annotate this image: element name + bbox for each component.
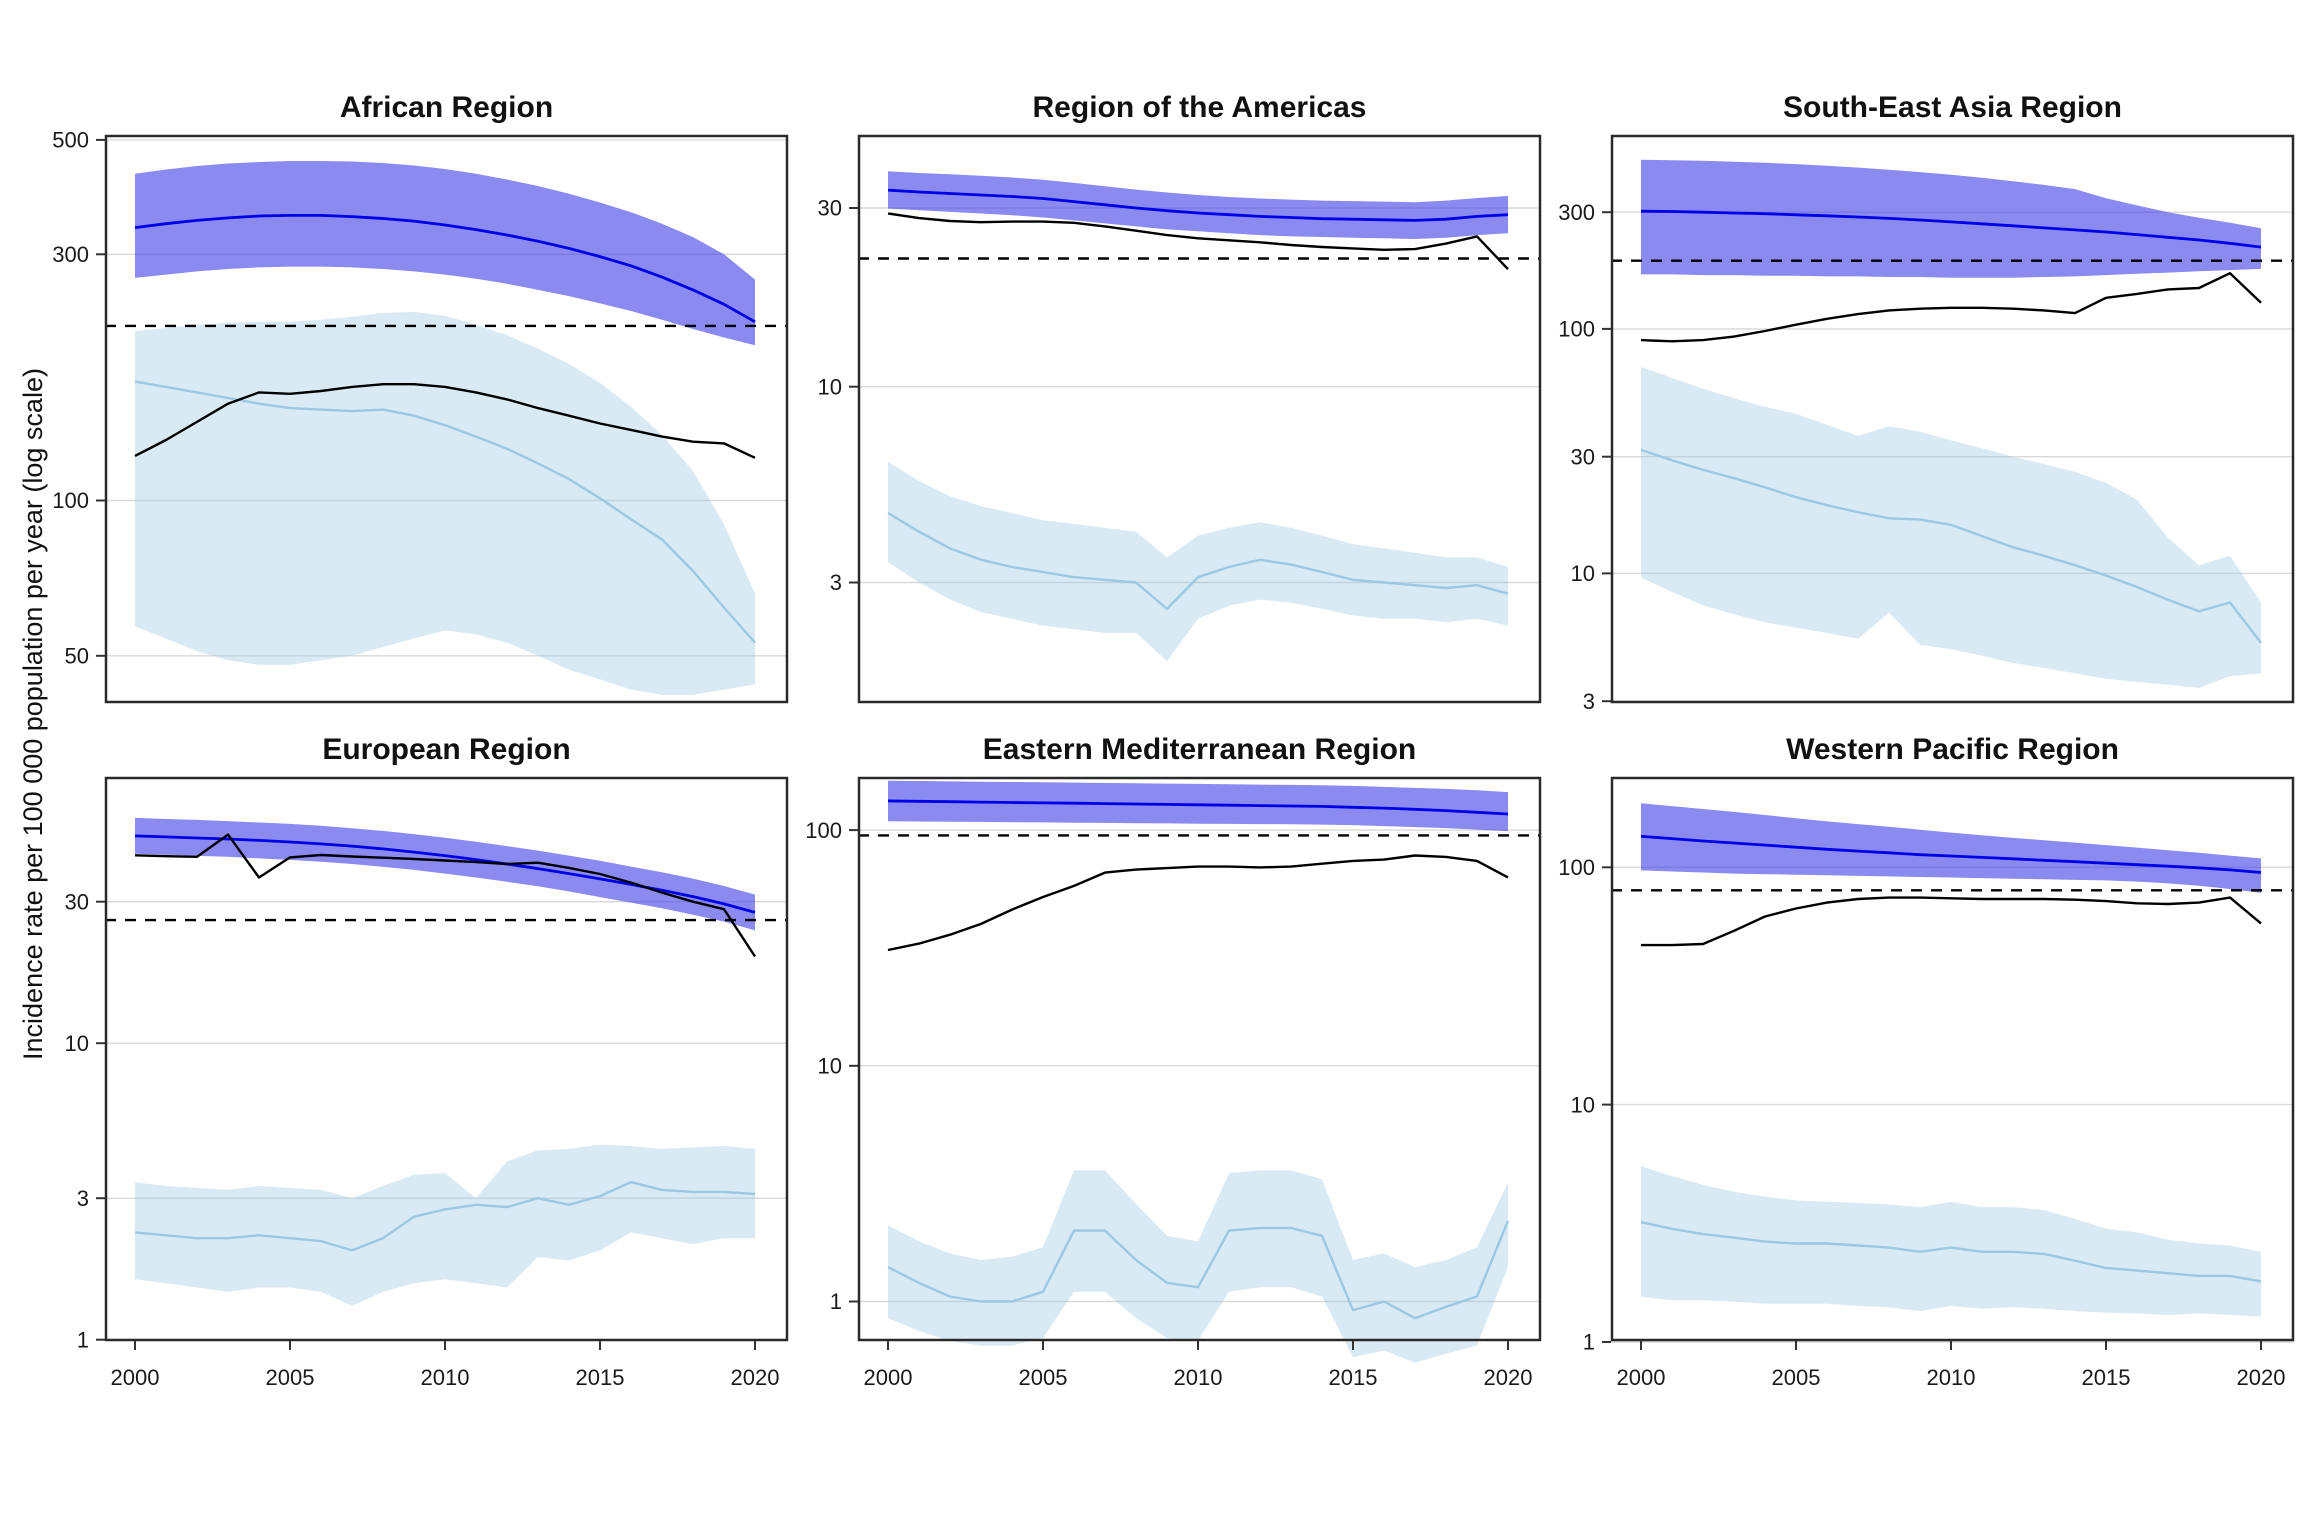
plot-african-region: 500 300 100 50 — [52, 128, 789, 704]
y-tick-label: 3 — [830, 570, 842, 595]
light-blue-confidence-band — [135, 1144, 755, 1306]
blue-confidence-band — [135, 817, 755, 931]
panel-title-african-region: African Region — [339, 91, 554, 124]
panel-title-western-pacific-region: Western Pacific Region — [1786, 733, 2119, 766]
light-blue-confidence-band — [888, 1170, 1508, 1363]
y-tick-label: 10 — [1571, 1092, 1595, 1117]
panel-border — [857, 134, 1542, 704]
x-tick-label: 2015 — [576, 1365, 625, 1390]
y-tick-label: 100 — [805, 818, 842, 843]
blue-line — [134, 214, 756, 324]
blue-confidence-band — [1641, 803, 2261, 893]
x-tick-label: 2020 — [1484, 1365, 1533, 1390]
x-tick-label: 2000 — [111, 1365, 160, 1390]
black-line — [134, 833, 757, 958]
blue-confidence-band — [135, 161, 755, 346]
y-tick-label: 1 — [830, 1289, 842, 1314]
y-tick-label: 10 — [818, 1054, 842, 1079]
y-tick-label: 1 — [77, 1327, 89, 1352]
x-tick-label: 2015 — [2082, 1365, 2131, 1390]
light-blue-confidence-band — [1641, 1166, 2261, 1317]
y-tick-label: 100 — [52, 488, 89, 513]
x-tick-label: 2000 — [1617, 1365, 1666, 1390]
panel-title-european-region: European Region — [322, 733, 571, 766]
light-blue-line — [1640, 1220, 2262, 1283]
y-tick-label: 10 — [1571, 561, 1595, 586]
y-tick-label: 1 — [1583, 1330, 1595, 1355]
panel-title-south-east-asia-region: South-East Asia Region — [1783, 91, 2122, 124]
black-line — [1641, 896, 2262, 947]
plot-south-east-asia-region: 300 100 30 10 3 — [1558, 134, 2295, 714]
y-tick-label: 300 — [52, 242, 89, 267]
plot-eastern-mediterranean-region: 100 10 1 2000 2005 2010 2015 2020 — [805, 776, 1542, 1390]
x-tick-label: 2020 — [731, 1365, 780, 1390]
light-blue-line — [887, 1220, 1510, 1320]
panel-title-region-of-the-americas: Region of the Americas — [1032, 91, 1367, 124]
blue-line — [887, 799, 1509, 816]
light-blue-line — [1640, 448, 2262, 644]
y-tick-label: 500 — [52, 128, 89, 153]
x-tick-label: 2015 — [1329, 1365, 1378, 1390]
y-tick-label: 30 — [818, 196, 842, 221]
blue-line — [1640, 209, 2262, 249]
plot-western-pacific-region: 100 10 1 2000 2005 2010 2015 2020 — [1558, 776, 2295, 1390]
y-tick-label: 300 — [1558, 200, 1595, 225]
light-blue-confidence-band — [135, 311, 755, 695]
light-blue-line — [134, 1180, 756, 1252]
panel-border — [1610, 134, 2295, 704]
x-tick-label: 2005 — [266, 1365, 315, 1390]
x-tick-label: 2005 — [1019, 1365, 1068, 1390]
panel-border — [104, 134, 789, 704]
x-tick-label: 2010 — [1927, 1365, 1976, 1390]
x-tick-label: 2010 — [1174, 1365, 1223, 1390]
y-tick-label: 100 — [1558, 855, 1595, 880]
y-tick-label: 50 — [65, 644, 89, 669]
black-line — [887, 854, 1509, 952]
y-tick-label: 3 — [1583, 689, 1595, 714]
x-tick-label: 2010 — [421, 1365, 470, 1390]
panel-border — [1610, 776, 2295, 1342]
blue-confidence-band — [1641, 159, 2261, 278]
panel-border — [104, 776, 789, 1342]
y-tick-label: 30 — [65, 889, 89, 914]
y-tick-label: 3 — [77, 1186, 89, 1211]
blue-line — [887, 188, 1509, 222]
plot-region-of-the-americas: 30 10 3 — [818, 134, 1542, 704]
y-tick-label: 30 — [1571, 444, 1595, 469]
panel-border — [857, 776, 1542, 1342]
blue-confidence-band — [888, 171, 1508, 239]
x-tick-label: 2000 — [864, 1365, 913, 1390]
light-blue-line — [887, 511, 1509, 611]
y-tick-label: 10 — [65, 1031, 89, 1056]
black-line — [887, 212, 1509, 271]
plot-european-region: 30 10 3 1 2000 2005 2010 2015 2020 — [65, 776, 789, 1390]
blue-line — [1640, 834, 2262, 874]
x-tick-label: 2005 — [1772, 1365, 1821, 1390]
y-tick-label: 10 — [818, 374, 842, 399]
black-line — [134, 382, 756, 459]
black-line — [1640, 271, 2262, 343]
x-tick-label: 2020 — [2237, 1365, 2286, 1390]
light-blue-confidence-band — [1641, 366, 2261, 688]
y-tick-label: 100 — [1558, 317, 1595, 342]
panel-title-eastern-mediterranean-region: Eastern Mediterranean Region — [982, 733, 1417, 766]
light-blue-confidence-band — [888, 461, 1508, 662]
y-axis-label: Incidence rate per 100 000 population pe… — [18, 368, 48, 1060]
